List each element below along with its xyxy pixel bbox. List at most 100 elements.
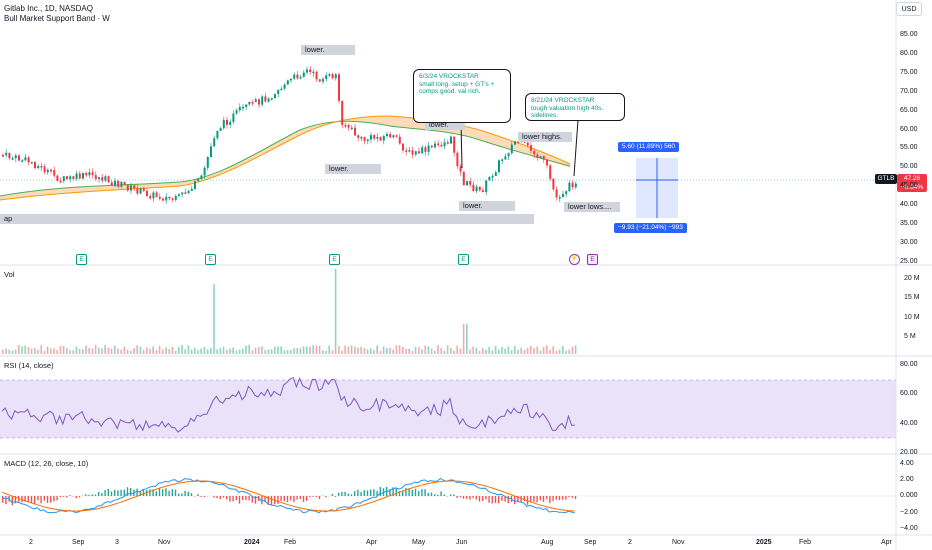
time-axis-tick: 3 — [115, 539, 119, 546]
indicator-title[interactable]: Bull Market Support Band · W — [4, 14, 110, 23]
annotation-lower-3[interactable]: lower. — [325, 164, 381, 174]
volume-bar — [571, 346, 574, 354]
volume-bar — [98, 347, 100, 354]
macd-bar — [520, 496, 522, 503]
candle — [245, 104, 248, 107]
macd-bar — [440, 491, 442, 496]
volume-bar — [456, 345, 458, 354]
annotation-lower-lows[interactable]: lower lows.... — [564, 202, 620, 212]
annotation-lower-2[interactable]: lower. — [425, 120, 465, 130]
candle — [533, 150, 536, 155]
macd-bar — [165, 488, 167, 496]
macd-bar — [142, 489, 145, 496]
macd-bar — [254, 496, 257, 504]
macd-bar — [251, 496, 253, 503]
earnings-icon[interactable]: E — [329, 254, 340, 265]
macd-bar — [405, 488, 407, 496]
macd-bar — [392, 487, 394, 496]
volume-bar — [411, 350, 414, 354]
macd-bar — [562, 496, 564, 500]
volume-bar — [267, 349, 270, 354]
macd-bar — [571, 496, 573, 498]
candles — [2, 66, 577, 204]
candle — [91, 172, 94, 176]
macd-bar — [331, 494, 333, 496]
volume-bar — [341, 350, 343, 354]
volume-bar — [434, 350, 436, 354]
earnings-icon[interactable]: E — [205, 254, 216, 265]
macd-bar — [14, 496, 17, 504]
candle — [43, 166, 46, 173]
candle — [126, 184, 129, 191]
time-axis-tick: Sep — [584, 539, 597, 546]
candle — [315, 71, 318, 80]
macd-bar — [466, 496, 468, 499]
volume-bar — [331, 350, 334, 354]
volume-bar — [72, 350, 74, 354]
candle — [18, 155, 20, 161]
macd-label[interactable]: MACD (12, 26, close, 10) — [4, 459, 89, 468]
volume-bar — [11, 350, 14, 354]
volume-bar — [152, 346, 154, 354]
candle — [318, 79, 321, 82]
earnings-icon[interactable]: E — [76, 254, 87, 265]
macd-bar — [200, 496, 202, 497]
last-price: 47.26 — [903, 175, 921, 182]
annotation-lower-4[interactable]: lower. — [459, 201, 515, 211]
macd-bar — [306, 496, 308, 501]
volume-bar — [206, 349, 209, 354]
volume-bar — [162, 349, 164, 354]
rsi-label[interactable]: RSI (14, close) — [4, 361, 54, 370]
dividend-icon[interactable]: ⚡ — [569, 254, 580, 265]
macd-bar — [136, 488, 138, 496]
macd-bar — [344, 491, 346, 496]
time-axis-tick: 2025 — [756, 539, 772, 546]
candle — [392, 135, 395, 138]
macd-bar — [171, 489, 173, 496]
candle — [299, 76, 302, 79]
macd-bar — [430, 492, 433, 496]
candle — [418, 151, 420, 154]
candle — [446, 142, 449, 144]
earnings-upcoming-icon[interactable]: E — [587, 254, 598, 265]
candle — [382, 135, 385, 141]
volume-bar — [222, 346, 225, 354]
candle — [261, 96, 264, 105]
callout-note-2[interactable]: 8/21/24 VROCKSTAR tough valuation high 4… — [525, 93, 625, 121]
volume-bar — [299, 348, 302, 354]
candle — [386, 133, 388, 136]
candle — [366, 139, 369, 141]
macd-bar — [363, 490, 365, 496]
callout-note-1[interactable]: 6/3/24 VROCKSTAR small long. setup + GT'… — [413, 69, 511, 123]
macd-bar — [450, 494, 452, 496]
last-price-box: 47.26 −6.84% — [897, 174, 927, 192]
candle — [552, 178, 555, 190]
rsi-axis-tick: 60.00 — [900, 390, 918, 398]
candle — [338, 74, 340, 101]
macd-bar — [549, 496, 551, 503]
candle — [443, 142, 446, 147]
earnings-icon[interactable]: E — [458, 254, 469, 265]
macd-bar — [69, 495, 71, 496]
time-axis-tick: Feb — [284, 539, 297, 546]
volume-label[interactable]: Vol — [4, 270, 15, 279]
candle — [229, 121, 232, 125]
macd-bar — [488, 496, 490, 503]
macd-bar — [424, 489, 426, 496]
annotation-lower-highs[interactable]: lower highs. — [518, 132, 572, 142]
annotation-band-left[interactable]: ap — [0, 214, 534, 224]
candle — [558, 197, 561, 199]
annotation-lower-1[interactable]: lower. — [301, 45, 355, 55]
macd-bar — [389, 489, 391, 496]
candle — [549, 165, 552, 179]
volume-bar — [523, 349, 526, 354]
candle — [226, 119, 228, 125]
volume-bar — [421, 349, 423, 354]
volume-bar — [14, 349, 17, 354]
symbol-title[interactable]: Gitlab Inc., 1D, NASDAQ — [4, 4, 93, 13]
macd-bar — [539, 496, 541, 501]
volume-bar — [488, 346, 490, 354]
candle — [510, 144, 513, 154]
time-axis-tick: Apr — [881, 539, 892, 546]
